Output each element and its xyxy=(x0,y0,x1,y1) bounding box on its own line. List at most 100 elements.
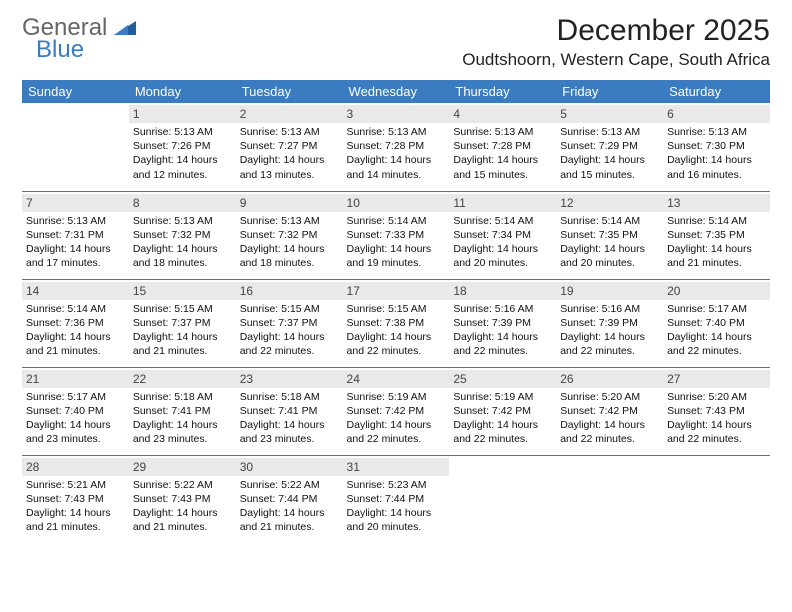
header: General Blue December 2025 Oudtshoorn, W… xyxy=(22,14,770,70)
day-number: 11 xyxy=(449,194,556,212)
day-number: 16 xyxy=(236,282,343,300)
day-details: Sunrise: 5:14 AMSunset: 7:36 PMDaylight:… xyxy=(26,302,125,359)
day-details: Sunrise: 5:14 AMSunset: 7:33 PMDaylight:… xyxy=(347,214,446,271)
weekday-header: Thursday xyxy=(449,80,556,103)
day-number: 10 xyxy=(343,194,450,212)
weekday-header: Saturday xyxy=(663,80,770,103)
calendar-cell xyxy=(663,455,770,543)
calendar-cell: 31Sunrise: 5:23 AMSunset: 7:44 PMDayligh… xyxy=(343,455,450,543)
day-details: Sunrise: 5:13 AMSunset: 7:28 PMDaylight:… xyxy=(347,125,446,182)
calendar-cell: 11 Sunrise: 5:14 AMSunset: 7:34 PMDayligh… xyxy=(449,191,556,279)
brand-triangle-icon xyxy=(114,19,136,40)
day-details: Sunrise: 5:13 AMSunset: 7:26 PMDaylight:… xyxy=(133,125,232,182)
month-title: December 2025 xyxy=(462,14,770,48)
day-details: Sunrise: 5:15 AMSunset: 7:37 PMDaylight:… xyxy=(240,302,339,359)
calendar-row: 1Sunrise: 5:13 AMSunset: 7:26 PMDaylight… xyxy=(22,103,770,191)
day-details: Sunrise: 5:17 AMSunset: 7:40 PMDaylight:… xyxy=(26,390,125,447)
calendar-cell: 16 Sunrise: 5:15 AMSunset: 7:37 PMDayligh… xyxy=(236,279,343,367)
title-block: December 2025 Oudtshoorn, Western Cape, … xyxy=(462,14,770,70)
day-number: 3 xyxy=(343,105,450,123)
day-number: 4 xyxy=(449,105,556,123)
calendar-cell: 1Sunrise: 5:13 AMSunset: 7:26 PMDaylight… xyxy=(129,103,236,191)
calendar-body: 1Sunrise: 5:13 AMSunset: 7:26 PMDaylight… xyxy=(22,103,770,543)
day-number: 21 xyxy=(22,370,129,388)
calendar-cell: 29 Sunrise: 5:22 AMSunset: 7:43 PMDayligh… xyxy=(129,455,236,543)
day-details: Sunrise: 5:19 AMSunset: 7:42 PMDaylight:… xyxy=(453,390,552,447)
calendar-cell xyxy=(449,455,556,543)
day-details: Sunrise: 5:22 AMSunset: 7:43 PMDaylight:… xyxy=(133,478,232,535)
calendar-header-row: SundayMondayTuesdayWednesdayThursdayFrid… xyxy=(22,80,770,103)
day-details: Sunrise: 5:22 AMSunset: 7:44 PMDaylight:… xyxy=(240,478,339,535)
calendar-cell: 2 Sunrise: 5:13 AMSunset: 7:27 PMDaylight… xyxy=(236,103,343,191)
day-details: Sunrise: 5:13 AMSunset: 7:32 PMDaylight:… xyxy=(133,214,232,271)
day-number: 24 xyxy=(343,370,450,388)
calendar-cell: 8Sunrise: 5:13 AMSunset: 7:32 PMDaylight… xyxy=(129,191,236,279)
day-details: Sunrise: 5:15 AMSunset: 7:37 PMDaylight:… xyxy=(133,302,232,359)
weekday-header: Monday xyxy=(129,80,236,103)
calendar-cell: 3 Sunrise: 5:13 AMSunset: 7:28 PMDaylight… xyxy=(343,103,450,191)
calendar-row: 28 Sunrise: 5:21 AMSunset: 7:43 PMDayligh… xyxy=(22,455,770,543)
day-details: Sunrise: 5:15 AMSunset: 7:38 PMDaylight:… xyxy=(347,302,446,359)
calendar-cell: 17 Sunrise: 5:15 AMSunset: 7:38 PMDayligh… xyxy=(343,279,450,367)
calendar-cell: 22 Sunrise: 5:18 AMSunset: 7:41 PMDayligh… xyxy=(129,367,236,455)
calendar-cell: 14 Sunrise: 5:14 AMSunset: 7:36 PMDayligh… xyxy=(22,279,129,367)
calendar-cell: 23Sunrise: 5:18 AMSunset: 7:41 PMDayligh… xyxy=(236,367,343,455)
calendar-cell: 5Sunrise: 5:13 AMSunset: 7:29 PMDaylight… xyxy=(556,103,663,191)
day-number: 15 xyxy=(129,282,236,300)
day-number: 18 xyxy=(449,282,556,300)
day-number: 28 xyxy=(22,458,129,476)
day-number: 22 xyxy=(129,370,236,388)
day-details: Sunrise: 5:13 AMSunset: 7:28 PMDaylight:… xyxy=(453,125,552,182)
calendar-cell: 6Sunrise: 5:13 AMSunset: 7:30 PMDaylight… xyxy=(663,103,770,191)
day-details: Sunrise: 5:13 AMSunset: 7:31 PMDaylight:… xyxy=(26,214,125,271)
day-details: Sunrise: 5:13 AMSunset: 7:32 PMDaylight:… xyxy=(240,214,339,271)
calendar-cell: 10 Sunrise: 5:14 AMSunset: 7:33 PMDayligh… xyxy=(343,191,450,279)
day-details: Sunrise: 5:20 AMSunset: 7:42 PMDaylight:… xyxy=(560,390,659,447)
day-details: Sunrise: 5:19 AMSunset: 7:42 PMDaylight:… xyxy=(347,390,446,447)
day-details: Sunrise: 5:13 AMSunset: 7:27 PMDaylight:… xyxy=(240,125,339,182)
weekday-header: Wednesday xyxy=(343,80,450,103)
day-details: Sunrise: 5:18 AMSunset: 7:41 PMDaylight:… xyxy=(133,390,232,447)
location-subtitle: Oudtshoorn, Western Cape, South Africa xyxy=(462,50,770,70)
calendar-cell: 24 Sunrise: 5:19 AMSunset: 7:42 PMDayligh… xyxy=(343,367,450,455)
calendar-cell: 20Sunrise: 5:17 AMSunset: 7:40 PMDayligh… xyxy=(663,279,770,367)
calendar-cell xyxy=(556,455,663,543)
day-number: 17 xyxy=(343,282,450,300)
calendar-cell: 18 Sunrise: 5:16 AMSunset: 7:39 PMDayligh… xyxy=(449,279,556,367)
day-number: 19 xyxy=(556,282,663,300)
day-details: Sunrise: 5:13 AMSunset: 7:30 PMDaylight:… xyxy=(667,125,766,182)
calendar-cell: 25 Sunrise: 5:19 AMSunset: 7:42 PMDayligh… xyxy=(449,367,556,455)
day-number: 5 xyxy=(556,105,663,123)
calendar-cell: 9Sunrise: 5:13 AMSunset: 7:32 PMDaylight… xyxy=(236,191,343,279)
calendar-cell: 4 Sunrise: 5:13 AMSunset: 7:28 PMDaylight… xyxy=(449,103,556,191)
brand-logo: General Blue xyxy=(22,14,136,42)
weekday-header: Friday xyxy=(556,80,663,103)
calendar-cell: 13 Sunrise: 5:14 AMSunset: 7:35 PMDayligh… xyxy=(663,191,770,279)
calendar-cell: 7Sunrise: 5:13 AMSunset: 7:31 PMDaylight… xyxy=(22,191,129,279)
day-number: 27 xyxy=(663,370,770,388)
day-number: 14 xyxy=(22,282,129,300)
day-details: Sunrise: 5:16 AMSunset: 7:39 PMDaylight:… xyxy=(453,302,552,359)
day-details: Sunrise: 5:23 AMSunset: 7:44 PMDaylight:… xyxy=(347,478,446,535)
day-details: Sunrise: 5:16 AMSunset: 7:39 PMDaylight:… xyxy=(560,302,659,359)
day-details: Sunrise: 5:20 AMSunset: 7:43 PMDaylight:… xyxy=(667,390,766,447)
brand-line2: Blue xyxy=(36,36,84,64)
weekday-header: Sunday xyxy=(22,80,129,103)
day-number: 25 xyxy=(449,370,556,388)
calendar-page: General Blue December 2025 Oudtshoorn, W… xyxy=(0,0,792,612)
day-number: 2 xyxy=(236,105,343,123)
day-details: Sunrise: 5:18 AMSunset: 7:41 PMDaylight:… xyxy=(240,390,339,447)
day-details: Sunrise: 5:14 AMSunset: 7:35 PMDaylight:… xyxy=(667,214,766,271)
day-number: 12 xyxy=(556,194,663,212)
calendar-cell: 28 Sunrise: 5:21 AMSunset: 7:43 PMDayligh… xyxy=(22,455,129,543)
calendar-cell: 27 Sunrise: 5:20 AMSunset: 7:43 PMDayligh… xyxy=(663,367,770,455)
day-details: Sunrise: 5:14 AMSunset: 7:35 PMDaylight:… xyxy=(560,214,659,271)
day-details: Sunrise: 5:21 AMSunset: 7:43 PMDaylight:… xyxy=(26,478,125,535)
calendar-cell: 12 Sunrise: 5:14 AMSunset: 7:35 PMDayligh… xyxy=(556,191,663,279)
day-details: Sunrise: 5:14 AMSunset: 7:34 PMDaylight:… xyxy=(453,214,552,271)
day-number: 13 xyxy=(663,194,770,212)
day-number: 26 xyxy=(556,370,663,388)
weekday-header: Tuesday xyxy=(236,80,343,103)
calendar-cell: 19 Sunrise: 5:16 AMSunset: 7:39 PMDayligh… xyxy=(556,279,663,367)
day-number: 29 xyxy=(129,458,236,476)
